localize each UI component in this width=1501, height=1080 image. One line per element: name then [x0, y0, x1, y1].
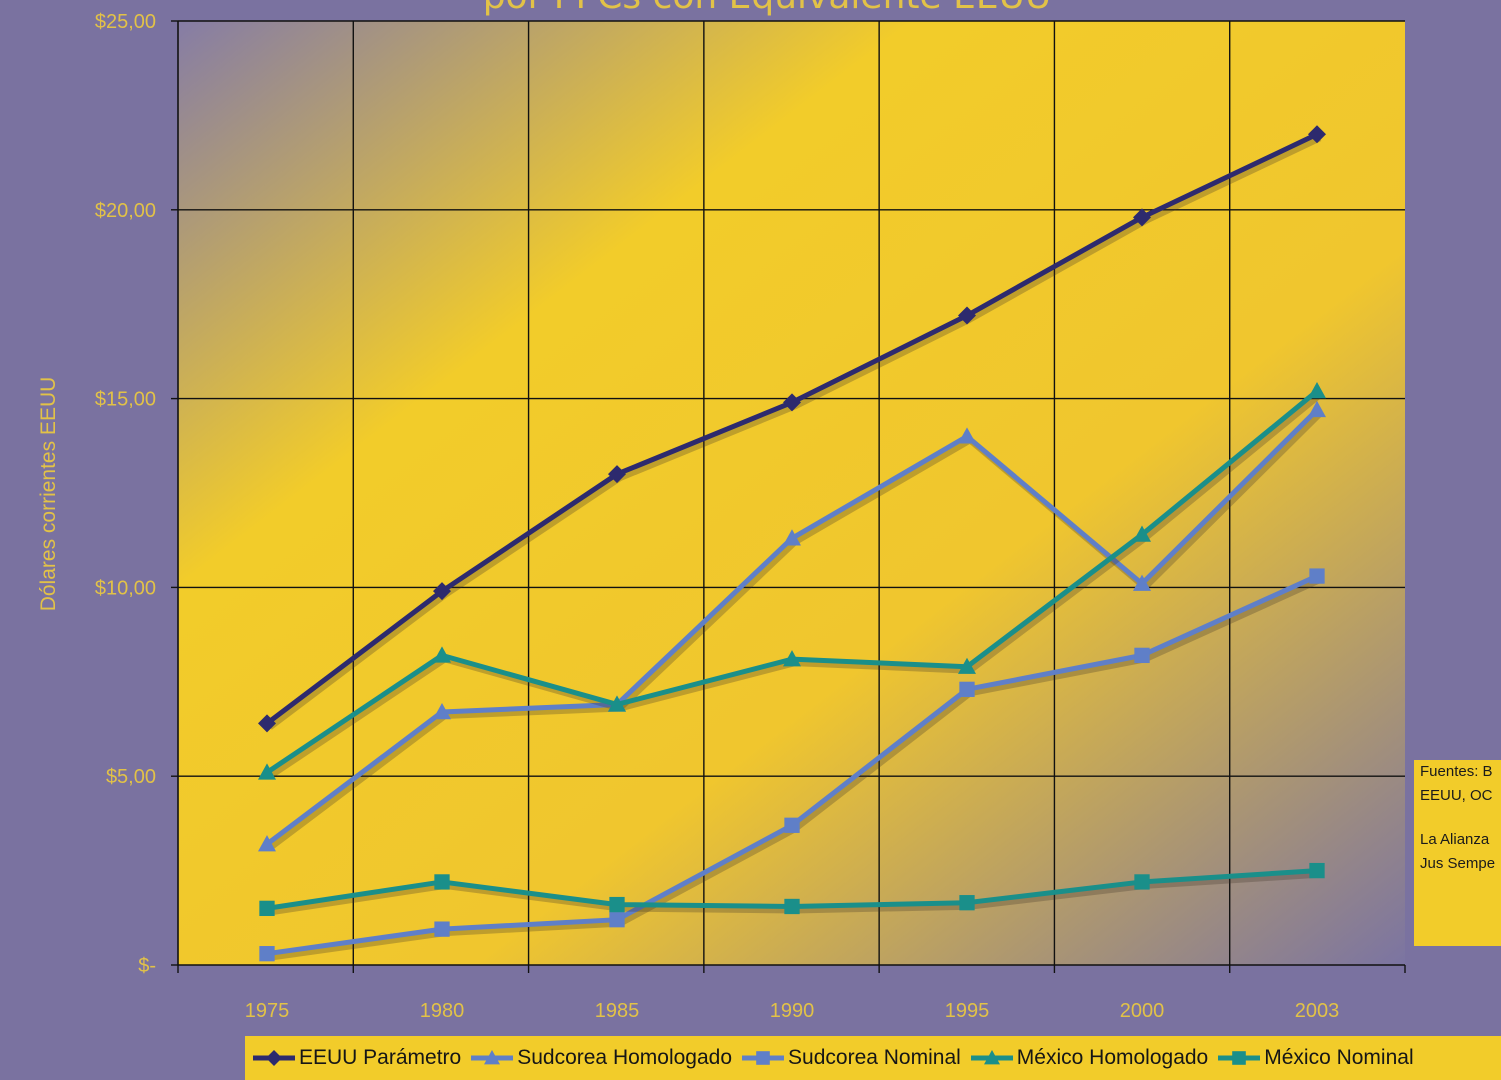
data-point: [958, 427, 976, 444]
legend-item: México Homologado: [969, 1046, 1208, 1070]
x-tick-label: 2000: [1120, 1000, 1165, 1022]
legend-label: México Homologado: [1016, 1046, 1209, 1069]
data-point: [783, 650, 801, 667]
series-layer: [258, 125, 1326, 962]
legend-label: Sudcorea Homologado: [517, 1046, 733, 1069]
legend-item: Sudcorea Nominal: [740, 1046, 961, 1070]
axes: $- $5,00 $10,00 $15,00 $20,00 $25,00 1975 1980 1…: [95, 11, 1406, 1022]
data-point: [1133, 525, 1151, 542]
data-point: [434, 921, 450, 937]
legend-label: Sudcorea Nominal: [788, 1046, 961, 1069]
source-note-line: Jus Sempe: [1420, 855, 1496, 872]
legend-item: Sudcorea Homologado: [469, 1046, 732, 1070]
x-tick-label: 1975: [245, 1000, 290, 1022]
data-point: [609, 912, 625, 928]
data-point: [959, 681, 975, 698]
x-tick-label: 2003: [1295, 1000, 1340, 1022]
legend-swatch-marker: [484, 1050, 501, 1065]
legend-swatch: [253, 1050, 295, 1066]
data-point: [784, 898, 800, 915]
data-point: [608, 465, 626, 484]
data-point: [258, 763, 276, 780]
data-point: [1134, 647, 1150, 664]
source-note-line: Fuentes: B: [1420, 763, 1493, 780]
chart-title: por PPCs con Equivalente EEUU: [483, 0, 1052, 17]
source-note-line: La Alianza: [1420, 831, 1490, 848]
data-point: [783, 393, 801, 412]
legend-label: México Nominal: [1264, 1046, 1414, 1069]
data-point: [958, 657, 976, 674]
data-point: [1308, 400, 1326, 418]
data-point: [609, 896, 625, 913]
data-point: [1308, 125, 1326, 144]
legend-swatch-marker: [756, 1051, 770, 1065]
data-point: [1133, 574, 1151, 591]
data-point: [959, 895, 975, 911]
data-point: [259, 946, 275, 962]
y-tick-label: $20,00: [95, 200, 156, 222]
legend-item: México Nominal: [1216, 1046, 1414, 1070]
series-mexico-homologado: [258, 382, 1326, 780]
data-point: [784, 817, 800, 833]
data-point: [958, 306, 976, 325]
y-tick-label: $25,00: [95, 11, 156, 33]
legend-swatch-marker: [266, 1050, 282, 1066]
x-tick-label: 1980: [420, 1000, 465, 1022]
data-point: [1134, 874, 1150, 890]
legend-swatch: [970, 1050, 1013, 1065]
series-sudcorea-nominal: [259, 568, 1325, 962]
source-note-line: EEUU, OC: [1420, 787, 1493, 804]
y-tick-label: $-: [138, 955, 156, 977]
legend-swatch: [471, 1050, 514, 1065]
data-point: [259, 900, 275, 917]
legend-swatch: [1218, 1051, 1261, 1065]
data-point: [783, 529, 801, 546]
legend-swatch-marker: [983, 1050, 1000, 1065]
data-point: [1133, 208, 1151, 227]
legend-item: EEUU Parámetro: [251, 1046, 461, 1070]
data-point: [433, 582, 451, 601]
y-axis-title: Dólares corrientes EEUU: [37, 377, 60, 612]
legend-label: EEUU Parámetro: [299, 1046, 462, 1069]
data-point: [258, 714, 276, 733]
y-tick-label: $5,00: [106, 766, 156, 788]
grid: [178, 20, 1405, 965]
data-point: [608, 695, 626, 712]
data-point: [1308, 382, 1326, 399]
series-mexico-nominal: [259, 862, 1325, 917]
data-point: [1309, 862, 1325, 879]
data-point: [433, 703, 451, 720]
series-eeuu-parametro: [258, 125, 1326, 733]
data-point: [1309, 568, 1325, 584]
data-point: [258, 835, 276, 852]
y-tick-label: $15,00: [95, 389, 156, 411]
data-point: [434, 874, 450, 890]
legend: EEUU Parámetro Sudcorea Homologado Sudcore…: [245, 1036, 1501, 1080]
plot-area: [178, 21, 1405, 965]
y-tick-label: $10,00: [95, 577, 156, 599]
legend-swatch-marker: [1232, 1051, 1247, 1065]
x-tick-label: 1995: [945, 1000, 990, 1022]
x-tick-label: 1985: [595, 1000, 640, 1022]
data-point: [433, 646, 451, 663]
x-tick-label: 1990: [770, 1000, 815, 1022]
legend-swatch: [742, 1051, 785, 1065]
source-note: Fuentes: B EEUU, OC La Alianza Jus Sempe: [1414, 760, 1501, 946]
